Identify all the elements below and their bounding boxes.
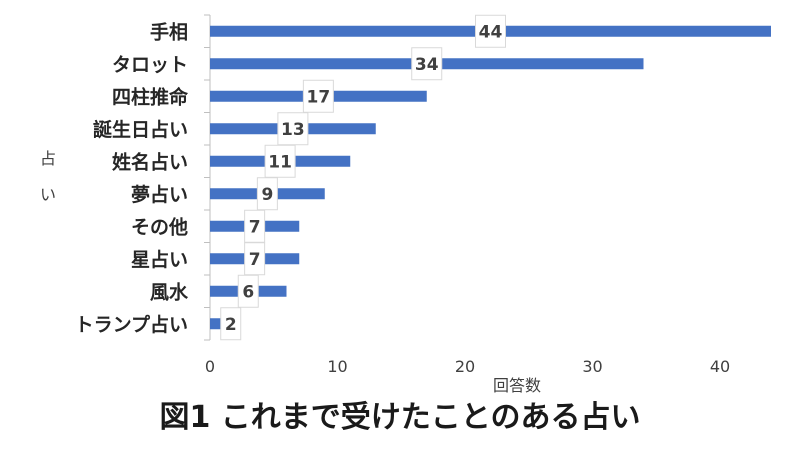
category-label: 四柱推命 <box>112 85 189 108</box>
x-tick-label: 10 <box>327 357 347 376</box>
data-label: 7 <box>249 217 261 237</box>
data-label: 6 <box>242 282 254 302</box>
y-axis-title-char-1: 占 <box>40 149 56 168</box>
data-label-box <box>237 274 259 308</box>
data-label-box <box>475 14 506 48</box>
data-label-box <box>264 144 296 178</box>
data-label-box <box>411 47 443 81</box>
data-label-box <box>277 112 309 146</box>
category-label: 姓名占い <box>112 150 188 173</box>
x-tick-label: 30 <box>582 357 602 376</box>
x-axis-title: 回答数 <box>493 376 541 395</box>
chart-title: 図1 これまで受けたことのある占い <box>159 400 641 435</box>
data-label: 9 <box>261 185 273 205</box>
data-label-box <box>256 177 278 211</box>
category-label: その他 <box>131 215 188 238</box>
x-tick-label: 0 <box>205 357 215 376</box>
category-label: タロット <box>112 54 188 76</box>
data-label: 34 <box>415 55 439 75</box>
category-label: 風水 <box>150 281 189 303</box>
category-label: 誕生日占い <box>93 118 188 141</box>
data-label-box <box>220 307 242 341</box>
y-axis-title-char-2: い <box>40 185 56 204</box>
data-label: 13 <box>281 120 305 140</box>
data-label: 44 <box>479 22 503 42</box>
x-tick-label: 40 <box>710 357 730 376</box>
category-label: 夢占い <box>131 183 188 206</box>
x-tick-label: 20 <box>455 357 475 376</box>
category-label: 手相 <box>150 20 188 43</box>
plot-area: 手相 44 タロット 34 四柱推命 17 誕生日占い 13 姓名占い 11 夢占い 9 その他 7 星占い… <box>75 14 771 376</box>
category-label: トランプ占い <box>75 313 188 336</box>
category-label: 星占い <box>131 248 188 271</box>
data-label: 7 <box>249 250 261 270</box>
data-label: 17 <box>307 87 331 107</box>
data-label: 2 <box>225 315 237 335</box>
data-label-box <box>302 79 334 113</box>
data-label: 11 <box>268 152 292 172</box>
